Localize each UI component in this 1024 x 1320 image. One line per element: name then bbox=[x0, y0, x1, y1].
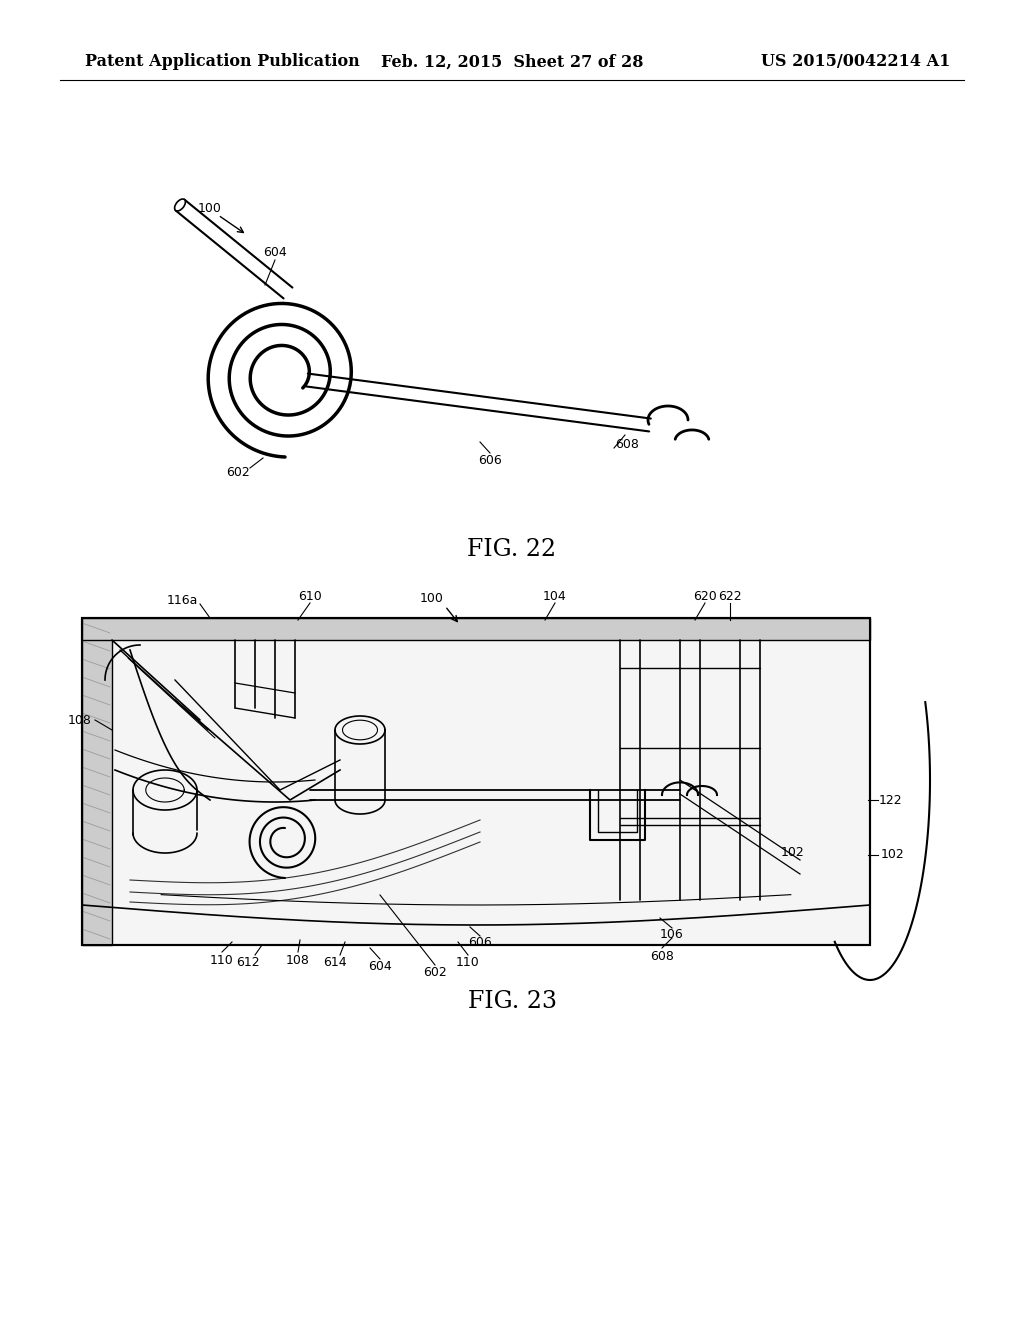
Text: 110: 110 bbox=[210, 953, 233, 966]
Polygon shape bbox=[82, 618, 870, 640]
Text: 108: 108 bbox=[68, 714, 92, 726]
Polygon shape bbox=[82, 618, 112, 945]
Ellipse shape bbox=[175, 199, 185, 211]
Bar bbox=[82, 618, 870, 945]
Text: 102: 102 bbox=[781, 846, 805, 858]
Text: FIG. 23: FIG. 23 bbox=[468, 990, 556, 1014]
Text: 606: 606 bbox=[478, 454, 502, 466]
Text: 100: 100 bbox=[420, 591, 444, 605]
Text: Patent Application Publication: Patent Application Publication bbox=[85, 54, 359, 70]
Text: 612: 612 bbox=[237, 956, 260, 969]
Text: 622: 622 bbox=[718, 590, 741, 602]
Text: 604: 604 bbox=[263, 246, 287, 259]
Text: 108: 108 bbox=[286, 953, 310, 966]
Text: FIG. 22: FIG. 22 bbox=[467, 539, 557, 561]
Polygon shape bbox=[82, 618, 870, 945]
Text: 604: 604 bbox=[368, 961, 392, 974]
Text: Feb. 12, 2015  Sheet 27 of 28: Feb. 12, 2015 Sheet 27 of 28 bbox=[381, 54, 643, 70]
Text: 610: 610 bbox=[298, 590, 322, 602]
Text: 608: 608 bbox=[615, 438, 639, 451]
Text: 620: 620 bbox=[693, 590, 717, 602]
Text: 104: 104 bbox=[543, 590, 567, 602]
Text: 110: 110 bbox=[456, 957, 480, 969]
Text: 602: 602 bbox=[226, 466, 250, 479]
Text: 614: 614 bbox=[324, 957, 347, 969]
Text: 102: 102 bbox=[881, 849, 905, 862]
Text: 602: 602 bbox=[423, 965, 446, 978]
Text: 122: 122 bbox=[879, 793, 902, 807]
Text: US 2015/0042214 A1: US 2015/0042214 A1 bbox=[761, 54, 950, 70]
Text: 606: 606 bbox=[468, 936, 492, 949]
Text: 106: 106 bbox=[660, 928, 684, 941]
Text: 100: 100 bbox=[198, 202, 222, 214]
Text: 116a: 116a bbox=[166, 594, 198, 606]
Text: 608: 608 bbox=[650, 949, 674, 962]
